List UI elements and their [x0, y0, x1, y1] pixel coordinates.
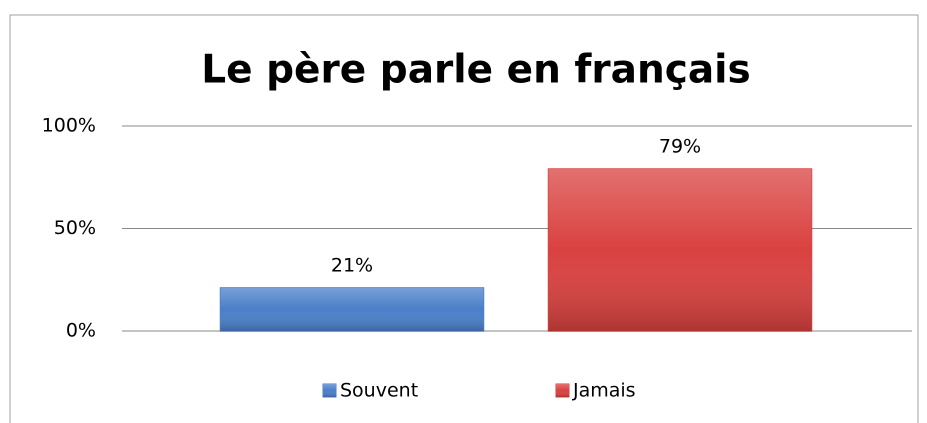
data-label: 21%	[331, 254, 373, 276]
data-label: 79%	[659, 136, 701, 158]
chart-frame	[9, 14, 919, 423]
legend-swatch-shade	[556, 384, 569, 397]
chart-title: Le père parle en français	[201, 48, 750, 93]
y-tick-label: 0%	[66, 320, 96, 342]
legend-label: Jamais	[572, 380, 636, 402]
bar-shade	[548, 169, 812, 331]
bar-shade	[220, 287, 484, 331]
legend-label: Souvent	[340, 380, 418, 402]
y-tick-label: 100%	[42, 115, 96, 137]
legend-swatch-shade	[323, 384, 336, 397]
y-tick-label: 50%	[54, 217, 96, 239]
